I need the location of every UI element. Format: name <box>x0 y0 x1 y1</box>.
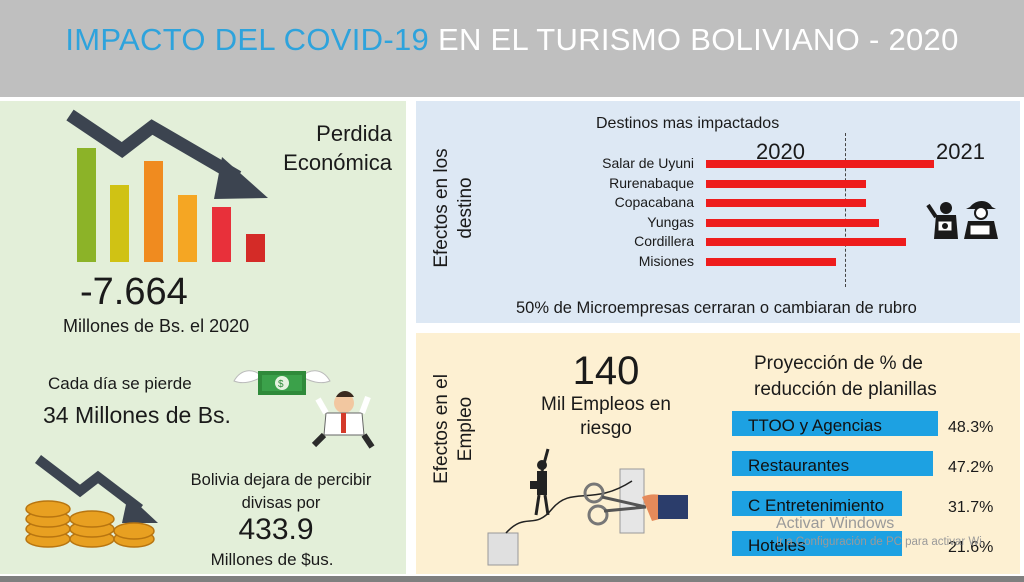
sector-label: Restaurantes <box>748 456 850 475</box>
daily-loss-label: Cada día se pierde <box>48 374 192 393</box>
forex-unit: Millones de $us. <box>210 550 334 569</box>
loss-unit: Millones de Bs. el 2020 <box>63 316 250 336</box>
projection-title: Proyección de % de reducción de planilla… <box>754 351 937 403</box>
loss-title-line1: Perdida <box>316 121 392 146</box>
economic-loss-panel: Perdida Económica -7.664 Millones de Bs.… <box>0 101 406 574</box>
employment-side-label: Efectos en el Empleo <box>430 349 478 509</box>
watermark-line2: Ir a Configuración de PC para activar Wi <box>776 536 982 548</box>
employment-side-label-line1: Efectos en el <box>431 374 452 484</box>
employment-side-label-line2: Empleo <box>455 396 476 462</box>
loss-title-line2: Económica <box>283 150 392 175</box>
destination-bar <box>706 179 866 188</box>
destinations-side-label-line2: destino <box>455 177 476 239</box>
destination-label: Salar de Uyuni <box>602 155 694 171</box>
coins-decline-icon <box>25 455 158 548</box>
tourists-icon <box>926 201 998 239</box>
payroll-reduction-chart: TTOO y Agencias 48.3% Restaurantes 47.2% C E… <box>730 411 1020 571</box>
destination-label: Copacabana <box>614 194 694 211</box>
sector-percent: 47.2% <box>948 459 994 476</box>
businessman-scissors-icon <box>487 448 688 566</box>
forex-value: 433.9 <box>238 513 314 546</box>
sector-percent: 21.6% <box>948 539 994 556</box>
destination-label: Yungas <box>647 213 694 230</box>
sector-label: TTOO y Agencias <box>748 416 882 435</box>
destination-bar <box>706 199 866 208</box>
jobs-value: 140 <box>572 349 640 393</box>
watermark-line1: Activar Windows <box>776 515 895 532</box>
bottom-border <box>0 576 1024 582</box>
loss-value: -7.664 <box>80 271 188 313</box>
destinations-chart-title: Destinos mas impactados <box>596 115 780 132</box>
jobs-label: Mil Empleos en riesgo <box>521 393 691 441</box>
jobs-label-line1: Mil Empleos en <box>541 394 671 415</box>
sector-percent: 31.7% <box>948 499 994 516</box>
declining-bar-chart-icon <box>66 109 268 262</box>
employment-panel: Efectos en el Empleo 140 Mil Empleos en … <box>416 333 1020 574</box>
destinations-side-label-line1: Efectos en los <box>431 148 452 268</box>
destination-bar <box>706 160 934 168</box>
year-divider <box>845 133 846 287</box>
destination-label: Misiones <box>638 253 694 269</box>
destinations-side-label: Efectos en los destino <box>430 133 478 283</box>
destinations-footnote: 50% de Microempresas cerraran o cambiara… <box>516 299 917 317</box>
svg-text:$: $ <box>278 379 284 390</box>
destination-bar <box>706 218 879 227</box>
forex-label-line2: divisas por <box>241 494 321 512</box>
sector-label: C Entretenimiento <box>748 496 885 515</box>
destination-bar <box>706 258 836 266</box>
daily-loss-value: 34 Millones de Bs. <box>43 402 231 428</box>
projection-title-line2: reducción de planillas <box>754 379 937 400</box>
sector-bar <box>732 411 938 436</box>
year-2020-label: 2020 <box>756 139 805 164</box>
sector-bar <box>732 451 934 476</box>
destinations-bar-chart: Salar de Uyuni Rurenabaque Copacabana Yunga… <box>536 155 956 273</box>
distressed-businessman-icon <box>311 391 375 449</box>
destination-label: Rurenabaque <box>609 174 694 191</box>
jobs-label-line2: riesgo <box>580 418 632 439</box>
title-rest: EN EL TURISMO BOLIVIANO - 2020 <box>429 22 959 57</box>
sector-bar <box>732 491 902 516</box>
forex-label: Bolivia dejara de percibir divisas por <box>170 469 392 515</box>
sector-percent: 48.3% <box>948 419 994 436</box>
forex-label-line1: Bolivia dejara de percibir <box>190 471 372 489</box>
sector-bar <box>732 531 902 556</box>
flying-money-icon: $ <box>233 370 331 395</box>
destination-label: Cordillera <box>634 233 694 250</box>
title-highlight: IMPACTO DEL COVID-19 <box>65 22 430 57</box>
page-title: IMPACTO DEL COVID-19 EN EL TURISMO BOLIV… <box>0 22 1024 58</box>
sector-label: Hoteles <box>748 536 806 555</box>
loss-title: Perdida Económica <box>283 119 392 177</box>
projection-title-line1: Proyección de % de <box>754 353 923 374</box>
year-2021-label: 2021 <box>936 139 985 164</box>
header-bar: IMPACTO DEL COVID-19 EN EL TURISMO BOLIV… <box>0 0 1024 97</box>
destinations-panel: Efectos en los destino Destinos mas impa… <box>416 101 1020 323</box>
destination-bar <box>706 238 906 247</box>
